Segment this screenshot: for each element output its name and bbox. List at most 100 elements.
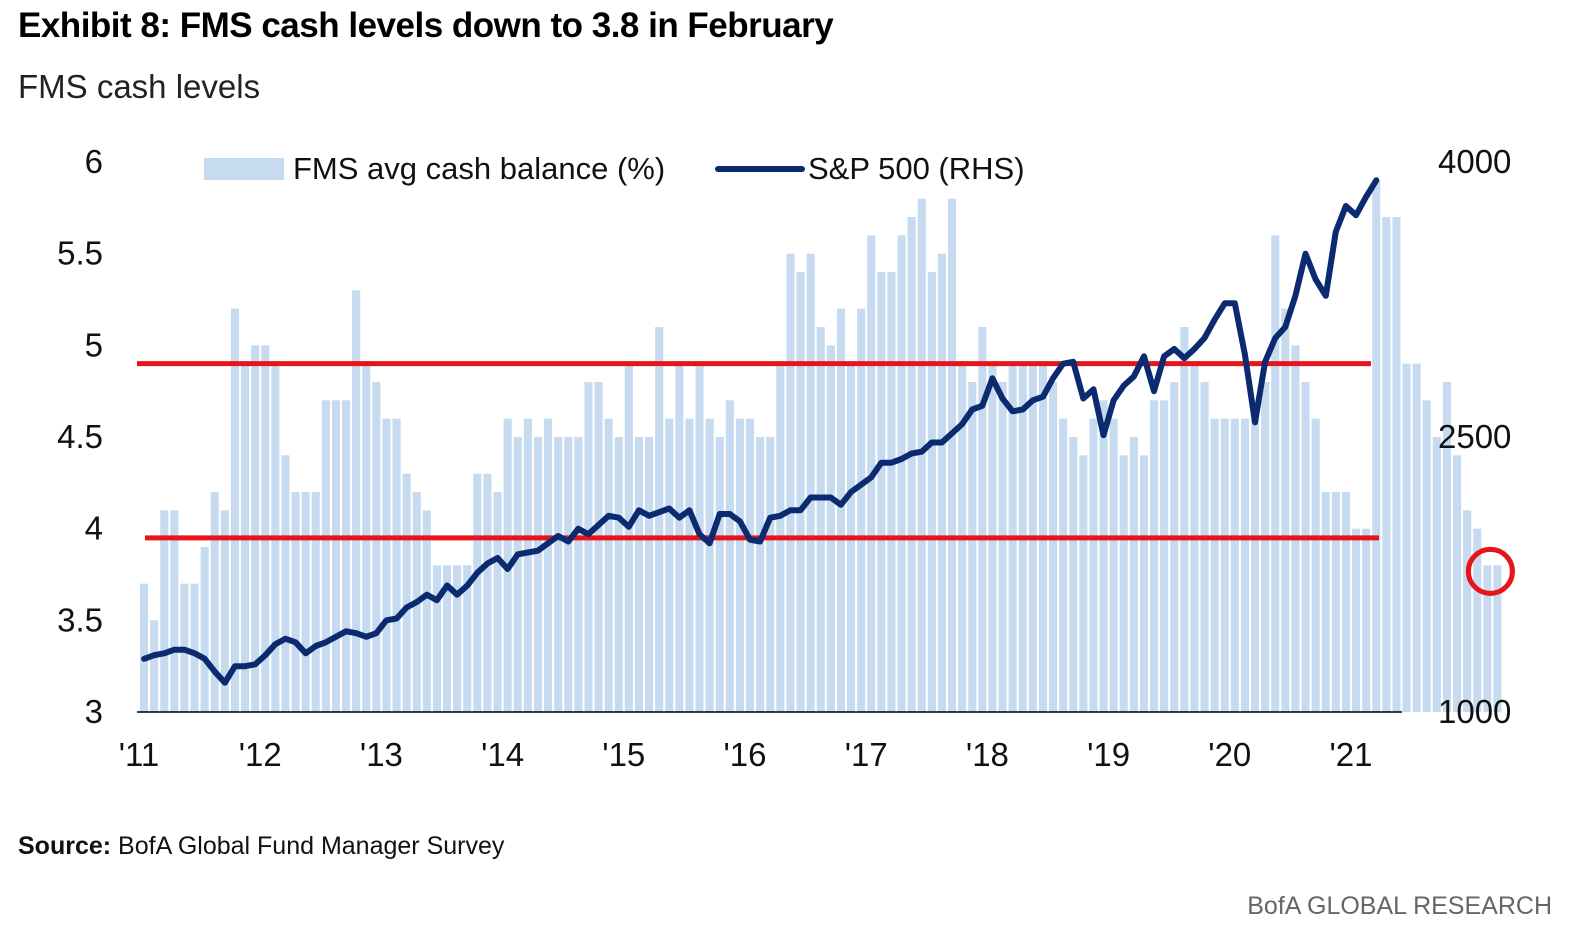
- legend: FMS avg cash balance (%) S&P 500 (RHS): [204, 151, 1025, 186]
- cash-bar: [806, 253, 815, 712]
- x-tick-label: '12: [239, 736, 282, 773]
- cash-bar: [735, 418, 744, 712]
- cash-bar: [614, 437, 623, 712]
- x-tick-label: '17: [845, 736, 888, 773]
- cash-bar: [281, 455, 290, 712]
- cash-bar: [523, 418, 532, 712]
- cash-bar: [746, 418, 755, 712]
- cash-bar: [897, 235, 906, 712]
- cash-bar: [1210, 418, 1219, 712]
- cash-bar: [766, 437, 775, 712]
- cash-bar: [574, 437, 583, 712]
- cash-bar: [513, 437, 522, 712]
- cash-bar: [655, 327, 664, 712]
- x-tick-label: '21: [1329, 736, 1372, 773]
- cash-bar: [1331, 492, 1340, 712]
- cash-bar: [554, 437, 563, 712]
- cash-bar: [473, 473, 482, 712]
- cash-bar: [968, 382, 977, 712]
- cash-bar: [836, 308, 845, 712]
- cash-bar: [927, 272, 936, 712]
- cash-bar: [1089, 418, 1098, 712]
- cash-bar: [1251, 418, 1260, 712]
- cash-bar: [402, 473, 411, 712]
- cash-bar: [1150, 400, 1159, 712]
- cash-bar: [463, 565, 472, 712]
- legend-label-cash: FMS avg cash balance (%): [293, 151, 665, 186]
- cash-bar: [544, 418, 553, 712]
- cash-bar: [1311, 418, 1320, 712]
- cash-bar: [140, 583, 149, 712]
- cash-bar: [1170, 382, 1179, 712]
- cash-bar: [1483, 565, 1492, 712]
- cash-bar: [251, 345, 260, 712]
- cash-bar: [1301, 382, 1310, 712]
- cash-bar: [705, 418, 714, 712]
- cash-bar: [160, 510, 169, 712]
- highlight-circle: [1465, 546, 1515, 596]
- cash-bar: [382, 418, 391, 712]
- cash-bar: [685, 418, 694, 712]
- cash-bar: [1352, 528, 1361, 712]
- x-axis-ticks: '11 '12 '13 '14 '15 '16 '17 '18 '19 '20 '21: [119, 736, 1373, 773]
- cash-bar: [1049, 382, 1058, 712]
- cash-bar: [1261, 382, 1270, 712]
- right-axis-ticks: 4000 2500 1000: [1438, 143, 1511, 730]
- cash-bar: [220, 510, 229, 712]
- cash-bar: [948, 198, 957, 713]
- cash-bar: [564, 437, 573, 712]
- cash-bar: [1453, 455, 1462, 712]
- cash-bar: [230, 308, 239, 712]
- cash-bar: [301, 492, 310, 712]
- left-tick-label: 6: [85, 143, 103, 180]
- source-note: Source: BofA Global Fund Manager Survey: [18, 832, 504, 861]
- cash-bar: [604, 418, 613, 712]
- cash-bar: [1200, 382, 1209, 712]
- cash-bar: [1069, 437, 1078, 712]
- cash-bar: [150, 620, 159, 712]
- page-title: Exhibit 8: FMS cash levels down to 3.8 i…: [18, 6, 834, 45]
- cash-bar: [877, 272, 886, 712]
- right-tick-label: 2500: [1438, 418, 1511, 455]
- cash-bar: [291, 492, 300, 712]
- cash-bar: [170, 510, 179, 712]
- left-tick-label: 4: [85, 510, 103, 547]
- cash-bar: [261, 345, 270, 712]
- cash-bar: [786, 253, 795, 712]
- cash-bar: [1493, 565, 1502, 712]
- cash-bar: [887, 272, 896, 712]
- cash-bar: [1109, 418, 1118, 712]
- sp500-line: [141, 177, 1380, 686]
- cash-bar: [321, 400, 330, 712]
- cash-bar: [978, 327, 987, 712]
- cash-bar: [1473, 528, 1482, 712]
- cash-bar: [190, 583, 199, 712]
- cash-bar: [200, 547, 209, 712]
- cash-bar: [998, 382, 1007, 712]
- cash-bar: [937, 253, 946, 712]
- brand-label: BofA GLOBAL RESEARCH: [1247, 892, 1552, 920]
- cash-bar: [342, 400, 351, 712]
- cash-bar: [1422, 400, 1431, 712]
- cash-bar: [917, 198, 926, 713]
- cash-bar: [311, 492, 320, 712]
- cash-bar: [1362, 528, 1371, 712]
- cash-bar: [453, 565, 462, 712]
- x-tick-label: '20: [1208, 736, 1251, 773]
- left-tick-label: 3.5: [57, 601, 103, 638]
- cash-bar: [756, 437, 765, 712]
- cash-bar: [533, 437, 542, 712]
- cash-bar: [1180, 327, 1189, 712]
- left-tick-label: 4.5: [57, 418, 103, 455]
- cash-bar: [331, 400, 340, 712]
- cash-bar: [584, 382, 593, 712]
- cash-bar: [1220, 418, 1229, 712]
- legend-label-sp500: S&P 500 (RHS): [808, 151, 1025, 186]
- cash-bar: [372, 382, 381, 712]
- left-tick-label: 5: [85, 326, 103, 363]
- x-tick-label: '15: [602, 736, 645, 773]
- cash-bar: [725, 400, 734, 712]
- x-tick-label: '11: [119, 736, 160, 773]
- cash-bar: [1129, 437, 1138, 712]
